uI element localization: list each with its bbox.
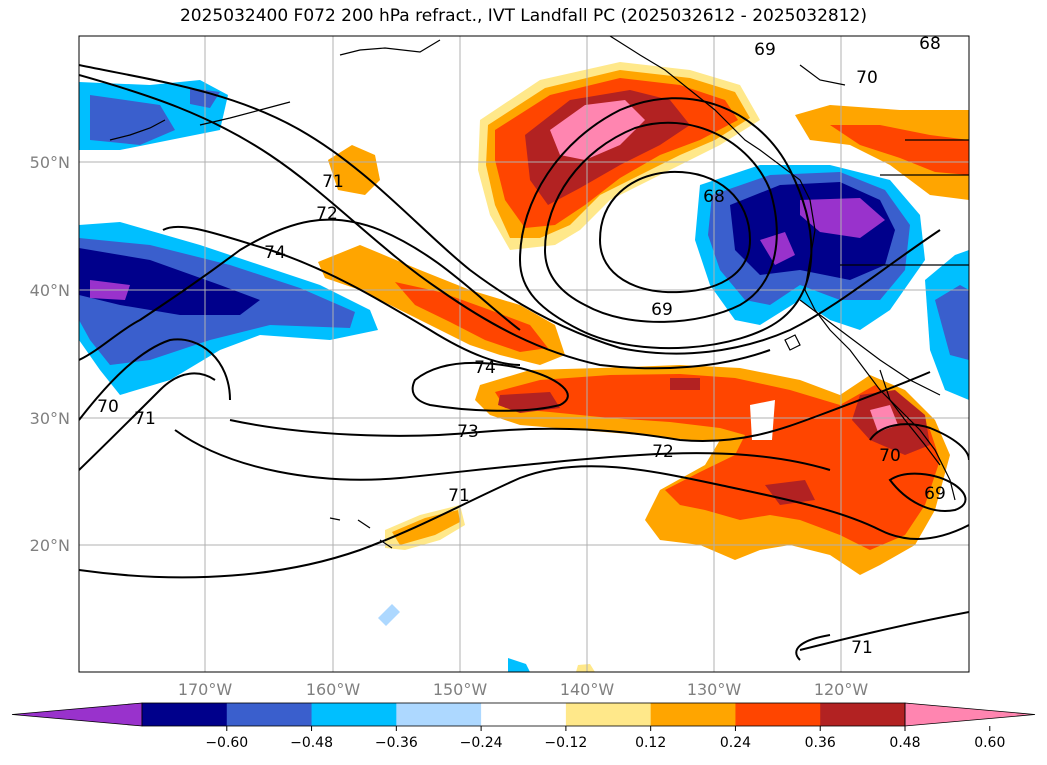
map-title: 2025032400 F072 200 hPa refract., IVT La… — [179, 6, 867, 26]
map-frame — [78, 35, 970, 673]
contour-label: 71 — [322, 172, 344, 192]
lon-label: 160°W — [306, 680, 361, 699]
contour-label: 68 — [919, 34, 941, 54]
colorbar-tick-label: 0.12 — [635, 735, 666, 751]
contour-label: 69 — [651, 300, 673, 320]
colorbar-extend-low — [11, 702, 143, 727]
lon-label: 140°W — [560, 680, 615, 699]
lon-label: 170°W — [178, 680, 233, 699]
colorbar-extend-high — [904, 702, 1036, 727]
colorbar-tick-label: 0.48 — [889, 735, 920, 751]
colorbar-segment — [396, 703, 482, 726]
colorbar-segment — [650, 703, 736, 726]
colorbar-tick-label: −0.36 — [375, 735, 418, 751]
contour-label: 70 — [97, 397, 119, 417]
colorbar-segment — [311, 703, 397, 726]
longitude-labels: 170°W 160°W 150°W 140°W 130°W 120°W — [178, 680, 869, 699]
colorbar-segment — [142, 703, 228, 726]
colorbar-segment — [735, 703, 821, 726]
latitude-labels: 50°N 40°N 30°N 20°N — [30, 153, 70, 555]
gridlines — [79, 36, 969, 672]
contour-label: 73 — [457, 422, 479, 442]
refractivity-contours — [79, 64, 969, 661]
contour-labels: 68 69 70 71 72 74 68 69 74 73 72 71 70 7… — [97, 34, 946, 658]
contour-label: 74 — [474, 358, 496, 378]
contour-label: 74 — [264, 243, 286, 263]
contour-label: 72 — [316, 204, 338, 224]
lon-label: 150°W — [433, 680, 488, 699]
contour-label: 70 — [856, 68, 878, 88]
contour-label: 71 — [448, 486, 470, 506]
lat-label: 40°N — [30, 281, 70, 300]
contour-label: 68 — [703, 187, 725, 207]
contour-label: 69 — [754, 40, 776, 60]
colorbar-segment — [226, 703, 313, 726]
lon-label: 130°W — [687, 680, 742, 699]
colorbar-segment — [565, 703, 652, 726]
lat-label: 30°N — [30, 409, 70, 428]
colorbar-tick-label: −0.24 — [460, 735, 503, 751]
contour-label: 71 — [851, 638, 873, 658]
negative-ivt-regions — [79, 80, 969, 672]
colorbar-tick-label: −0.60 — [205, 735, 248, 751]
contour-label: 71 — [134, 409, 156, 429]
colorbar-tick-label: −0.12 — [544, 735, 587, 751]
colorbar-frame — [141, 702, 906, 727]
lat-label: 20°N — [30, 536, 70, 555]
colorbar-segment — [481, 703, 567, 726]
contour-label: 72 — [652, 442, 674, 462]
lon-label: 120°W — [814, 680, 869, 699]
contour-label: 70 — [879, 446, 901, 466]
colorbar-segment — [820, 703, 906, 726]
colorbar-tick-label: −0.48 — [290, 735, 333, 751]
colorbar: −0.60 −0.48 −0.36 −0.24 −0.12 0.12 0.24 0.36 0.4… — [11, 702, 1036, 751]
coastlines — [109, 36, 969, 549]
colorbar-tick-label: 0.60 — [974, 735, 1005, 751]
map-area — [79, 36, 969, 672]
contour-label: 69 — [924, 484, 946, 504]
colorbar-tick-label: 0.24 — [720, 735, 751, 751]
lat-label: 50°N — [30, 153, 70, 172]
colorbar-tick-label: 0.36 — [805, 735, 836, 751]
